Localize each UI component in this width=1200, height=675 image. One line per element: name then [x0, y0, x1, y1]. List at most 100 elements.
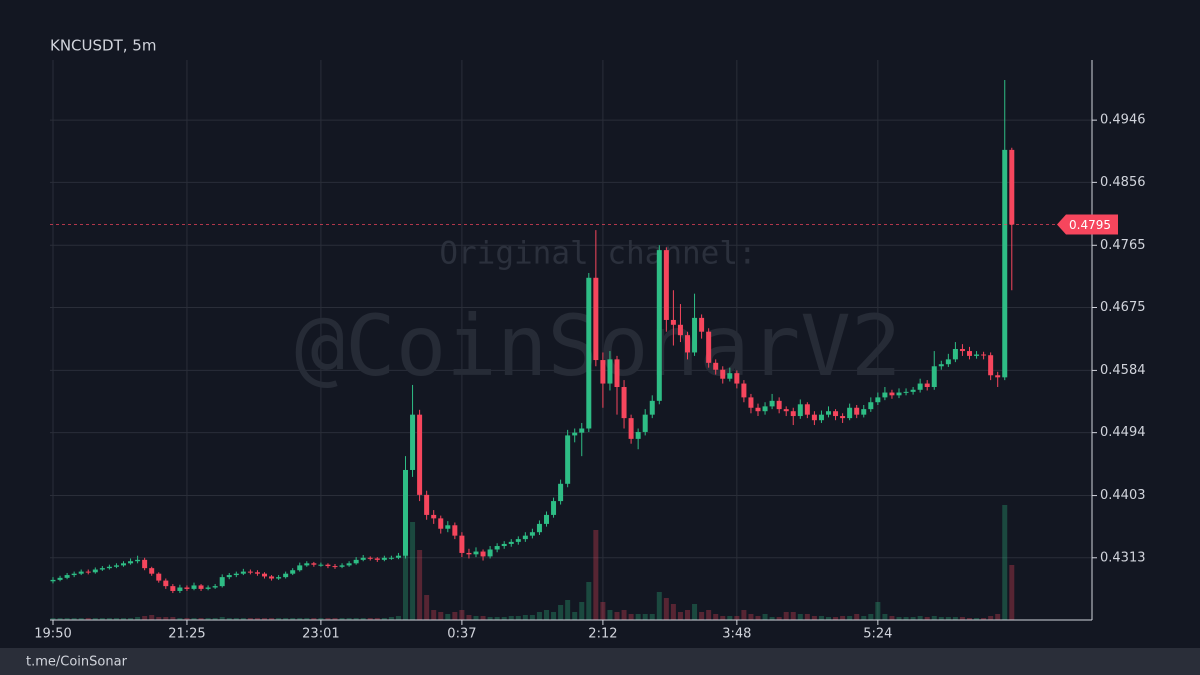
volume-bar — [628, 614, 634, 620]
volume-bar — [219, 617, 225, 620]
volume-bar — [254, 618, 260, 620]
volume-bar — [889, 616, 895, 620]
candle-body — [424, 494, 430, 515]
volume-bar — [367, 618, 373, 620]
volume-bar — [536, 612, 542, 620]
volume-bar — [163, 617, 169, 620]
candle-body — [445, 525, 451, 529]
candle-body — [57, 577, 63, 580]
candle-body — [635, 431, 641, 439]
volume-bar — [586, 582, 592, 620]
candle-body — [318, 564, 324, 566]
x-tick-label: 0:37 — [447, 627, 476, 642]
y-tick-label: 0.4765 — [1100, 238, 1146, 253]
candle-body — [325, 564, 331, 567]
watermark-line: Original channel: — [439, 236, 756, 272]
volume-bar — [861, 616, 867, 620]
candle-body — [677, 324, 683, 336]
candle-body — [395, 555, 401, 558]
volume-bar — [403, 548, 408, 620]
candle-body — [381, 557, 387, 560]
candle-body — [558, 483, 564, 502]
candle-body — [184, 587, 190, 589]
volume-bar — [431, 610, 437, 620]
volume-bar — [325, 618, 331, 620]
volume-bar — [452, 612, 458, 620]
volume-bar — [776, 617, 782, 620]
candle-body — [276, 577, 282, 579]
volume-bar — [149, 615, 155, 620]
candle-body — [910, 389, 916, 392]
volume-bar — [854, 614, 860, 620]
candle-body — [367, 557, 373, 559]
volume-bar — [952, 617, 958, 620]
volume-bar — [797, 614, 803, 620]
volume-bar — [297, 618, 303, 620]
volume-bar — [670, 604, 676, 620]
candle-body — [452, 525, 458, 536]
candle-body — [903, 391, 909, 393]
candle-body — [734, 373, 740, 384]
candle-body — [593, 277, 599, 361]
candle-body — [826, 411, 831, 415]
x-tick-label: 3:48 — [722, 627, 751, 642]
x-tick-label: 5:24 — [863, 627, 892, 642]
volume-bar — [762, 614, 768, 620]
candle-body — [565, 435, 571, 484]
candle-body — [790, 411, 796, 417]
candle-body — [529, 532, 535, 536]
candle-body — [783, 409, 789, 412]
volume-bar — [233, 618, 239, 620]
candle-body — [741, 383, 747, 398]
candle-body — [988, 355, 994, 376]
volume-bar — [868, 614, 874, 620]
volume-bar — [78, 618, 84, 620]
volume-bar — [826, 617, 831, 620]
grid — [50, 60, 1092, 620]
volume-bar — [938, 617, 944, 620]
y-tick-label: 0.4856 — [1100, 175, 1146, 190]
volume-bar — [395, 616, 401, 620]
volume-bar — [727, 616, 733, 620]
chart-title: KNCUSDT, 5m — [50, 37, 156, 55]
candle-body — [212, 586, 218, 588]
candle-body — [508, 541, 514, 544]
volume-bar — [692, 604, 698, 620]
volume-bar — [353, 618, 359, 620]
volume-bar — [381, 618, 387, 620]
candle-body — [156, 573, 162, 581]
volume-bar — [240, 618, 246, 620]
candle-body — [875, 397, 881, 403]
volume-bar — [459, 610, 465, 620]
volume-bar — [113, 618, 119, 620]
candle-body — [945, 359, 951, 365]
volume-bar — [99, 618, 105, 620]
volume-bar — [882, 614, 888, 620]
candle-body — [1009, 149, 1015, 225]
candle-body — [417, 414, 423, 495]
candle-body — [466, 552, 472, 555]
candle-body — [967, 351, 972, 356]
volume-bar — [318, 618, 324, 620]
volume-bar — [304, 618, 310, 620]
volume-bar — [903, 617, 909, 620]
candle-body — [1002, 149, 1008, 378]
y-tick-label: 0.4946 — [1100, 113, 1146, 128]
candle-body — [269, 576, 275, 579]
candle-body — [804, 404, 810, 415]
candle-body — [656, 250, 662, 401]
candle-body — [473, 551, 479, 555]
candle-body — [262, 573, 267, 577]
candle-body — [290, 570, 296, 574]
y-tick-label: 0.4494 — [1100, 425, 1146, 440]
volume-bar — [635, 614, 641, 620]
volume-bar — [92, 618, 98, 620]
candle-body — [797, 404, 803, 417]
candle-body — [614, 359, 620, 388]
volume-bar — [205, 618, 211, 620]
volume-bar — [748, 614, 754, 620]
volume-bar — [713, 614, 719, 620]
volume-bar — [967, 618, 972, 620]
candle-body — [924, 383, 930, 388]
volume-bar — [974, 618, 980, 620]
